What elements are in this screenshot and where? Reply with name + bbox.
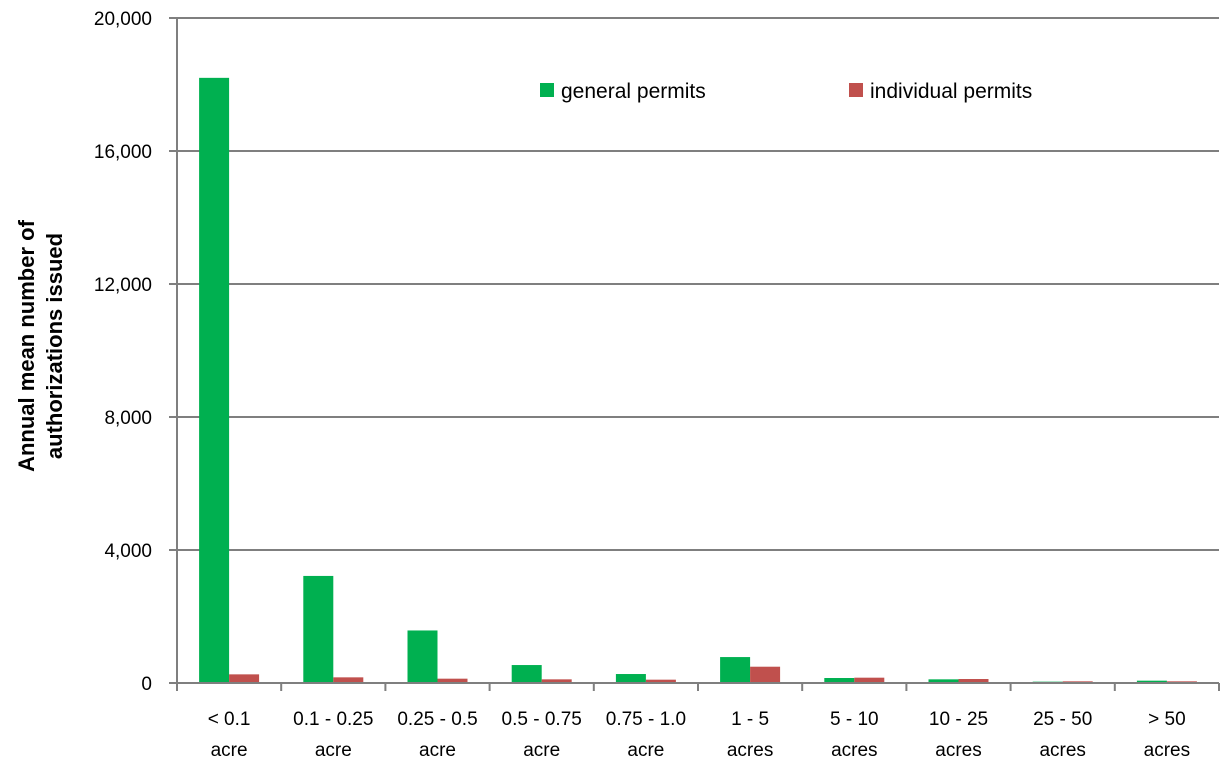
x-category-label-unit: acres xyxy=(935,740,981,761)
bar-general-permits xyxy=(824,678,855,683)
bar-individual-permits xyxy=(333,677,364,683)
x-category-label: 5 - 10 xyxy=(830,709,879,730)
bars xyxy=(199,77,1197,684)
x-category-label: 0.75 - 1.0 xyxy=(606,709,686,730)
bar-individual-permits xyxy=(854,677,885,683)
x-category-label: 0.1 - 0.25 xyxy=(293,709,373,730)
y-axis-label-line-2: authorizations issued xyxy=(42,233,67,459)
y-axis-label-line-1: Annual mean number of xyxy=(14,219,39,471)
gridlines xyxy=(177,17,1219,551)
bar-general-permits xyxy=(1136,680,1167,683)
bar-individual-permits xyxy=(437,678,468,683)
legend-label-general-permits: general permits xyxy=(561,80,706,103)
x-category-label-unit: acres xyxy=(1039,740,1085,761)
legend-swatch-individual-permits xyxy=(849,83,863,97)
x-category-label: 25 - 50 xyxy=(1033,709,1092,730)
bar-general-permits xyxy=(615,674,646,683)
y-tick-label: 0 xyxy=(141,674,152,695)
x-category-label-unit: acre xyxy=(419,740,456,761)
bar-general-permits xyxy=(407,630,438,683)
y-tick-label: 20,000 xyxy=(94,9,152,30)
x-category-label: 0.25 - 0.5 xyxy=(397,709,477,730)
bar-individual-permits xyxy=(229,674,260,683)
x-category-label: > 50 xyxy=(1148,709,1186,730)
legend-label-individual-permits: individual permits xyxy=(870,80,1032,103)
bar-general-permits xyxy=(928,679,959,683)
bar-individual-permits xyxy=(750,666,781,683)
y-tick-label: 8,000 xyxy=(104,408,152,429)
x-category-label-unit: acre xyxy=(627,740,664,761)
x-category-labels: < 0.1 acre 0.1 - 0.25 acre 0.25 - 0.5 acre 0.5… xyxy=(208,709,1190,761)
x-category-label-unit: acres xyxy=(1144,740,1190,761)
x-category-label-unit: acre xyxy=(211,740,248,761)
y-tick-labels: 0 4,000 8,000 12,000 16,000 20,000 xyxy=(94,9,152,695)
legend-swatch-general-permits xyxy=(540,83,554,97)
bar-individual-permits xyxy=(645,679,676,683)
bar-general-permits xyxy=(511,665,542,683)
bar-general-permits xyxy=(199,77,230,684)
axes xyxy=(169,17,1220,691)
x-category-label: 10 - 25 xyxy=(929,709,988,730)
y-tick-label: 4,000 xyxy=(104,541,152,562)
bar-general-permits xyxy=(303,575,334,683)
x-category-label-unit: acres xyxy=(831,740,877,761)
y-tick-label: 16,000 xyxy=(94,142,152,163)
x-category-label-unit: acres xyxy=(727,740,773,761)
y-tick-label: 12,000 xyxy=(94,275,152,296)
bar-general-permits xyxy=(720,657,751,683)
x-category-label-unit: acre xyxy=(315,740,352,761)
bar-individual-permits xyxy=(541,679,572,683)
bar-individual-permits xyxy=(958,679,989,683)
x-category-label-unit: acre xyxy=(523,740,560,761)
x-category-label: < 0.1 xyxy=(208,709,251,730)
legend: general permits individual permits xyxy=(540,80,1032,103)
x-category-label: 0.5 - 0.75 xyxy=(502,709,582,730)
x-category-label: 1 - 5 xyxy=(731,709,769,730)
